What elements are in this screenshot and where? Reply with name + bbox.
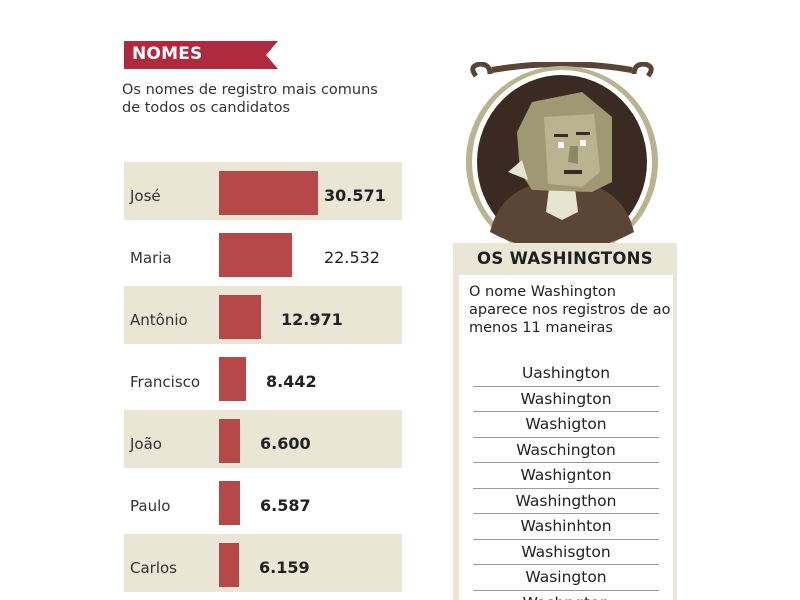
panel-description: O nome Washington aparece nos registros … (469, 284, 671, 336)
bar (219, 295, 261, 339)
category-label: Carlos (130, 559, 177, 577)
value-label: 12.971 (281, 310, 343, 329)
category-label: Francisco (130, 373, 201, 391)
section-tag-banner (124, 41, 278, 69)
name-variant-item: Washignton (473, 462, 659, 488)
section-title: NOMES (132, 44, 203, 64)
chart-row (124, 534, 402, 592)
bar (219, 481, 240, 525)
bar (219, 419, 240, 463)
name-variant-item: Washngton (473, 589, 659, 600)
name-variant-item: Wasington (473, 564, 659, 590)
value-label: 6.587 (260, 496, 311, 515)
category-label: José (130, 187, 161, 205)
name-variant-item: Uashington (521, 364, 611, 382)
washingtons-panel: OS WASHINGTONS O nome Washington aparece… (453, 243, 677, 600)
bar (219, 357, 246, 401)
value-label: 6.159 (259, 558, 310, 577)
category-label: Paulo (130, 497, 171, 515)
value-label: 30.571 (324, 186, 386, 205)
category-label: Antônio (130, 311, 188, 329)
panel-title: OS WASHINGTONS (477, 249, 653, 268)
name-variant-list: Uashington Washington Washigton Waschington… (473, 361, 659, 600)
name-variant-item: Washisgton (473, 538, 659, 565)
name-variant-item: Washigton (473, 411, 659, 437)
value-label: 8.442 (266, 372, 317, 391)
value-label: 22.532 (324, 248, 380, 267)
bar (219, 543, 239, 587)
panel-body: O nome Washington aparece nos registros … (459, 275, 673, 600)
section-subtitle: Os nomes de registro mais comuns de todo… (122, 82, 378, 116)
names-bar-chart: José 30.571 Maria 22.532 Antônio 12.971 Franci… (124, 162, 402, 600)
george-washington-portrait-icon (462, 61, 662, 258)
name-variant-item: Washingthon (473, 487, 659, 514)
section-tag: NOMES (124, 41, 278, 69)
category-label: João (130, 435, 162, 453)
chart-row (124, 410, 402, 468)
category-label: Maria (130, 249, 172, 267)
name-variant-item: Washington (473, 385, 659, 412)
chart-row (124, 286, 402, 344)
name-variant-item: Waschington (473, 436, 659, 463)
name-variant-item: Washinhton (473, 513, 659, 539)
bar (219, 171, 318, 215)
value-label: 6.600 (260, 434, 311, 453)
bar (219, 233, 292, 277)
